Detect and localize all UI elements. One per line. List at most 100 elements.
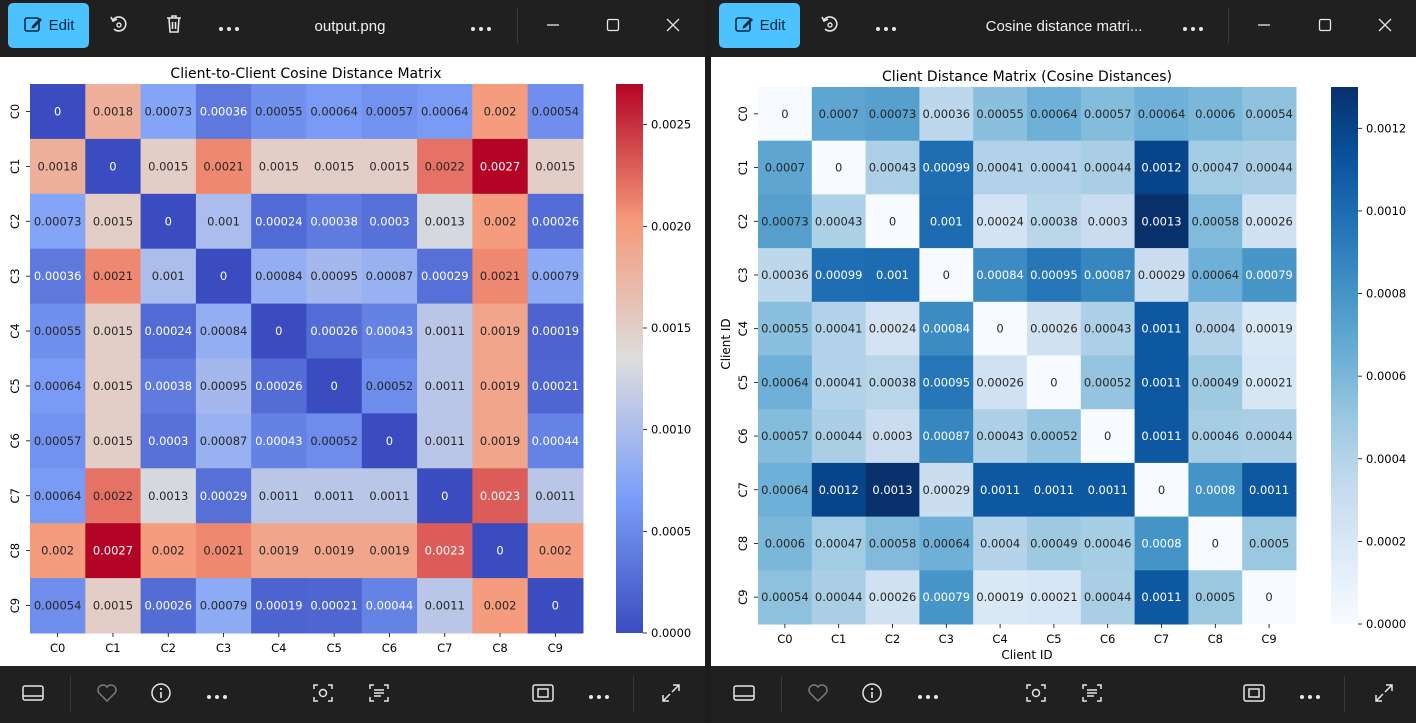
visual-search-button[interactable] [1015, 666, 1057, 723]
heatmap-cell [1242, 462, 1297, 518]
slideshow-icon [22, 684, 44, 706]
favorite-button[interactable] [797, 666, 839, 723]
x-tick-label: C1 [831, 632, 846, 646]
cell-value-label: 0.0015 [93, 599, 133, 613]
minimize-button[interactable] [1241, 0, 1287, 52]
cell-value-label: 0.00046 [1084, 536, 1132, 550]
heatmap-cell [758, 355, 813, 410]
cell-value-label: 0.00057 [366, 104, 414, 118]
heatmap-cell [140, 193, 197, 250]
favorite-button[interactable] [86, 666, 128, 723]
cell-value-label: 0.00038 [1030, 214, 1078, 228]
more-options-button[interactable] [867, 0, 905, 52]
maximize-button[interactable] [1302, 0, 1348, 52]
bottom-more-button-2[interactable] [1289, 666, 1331, 723]
cell-value-label: 0.0013 [148, 489, 188, 503]
bottom-more-button-2[interactable] [578, 666, 620, 723]
heatmap-cell [85, 358, 142, 414]
edit-button[interactable]: Edit [719, 3, 800, 48]
rotate-icon [819, 13, 841, 39]
heatmap-cell [1080, 516, 1136, 571]
delete-button[interactable] [155, 0, 193, 52]
expand-button[interactable] [1363, 666, 1405, 723]
bottom-more-button[interactable] [907, 666, 949, 723]
close-button[interactable] [1362, 0, 1408, 52]
cell-value-label: 0.00064 [761, 483, 809, 497]
cell-value-label: 0.00064 [1192, 268, 1240, 282]
x-tick-label: C3 [939, 632, 954, 646]
cell-value-label: 0.00055 [255, 104, 303, 118]
heatmap-cell [1080, 355, 1136, 410]
filmstrip-button[interactable] [12, 666, 54, 723]
heatmap-cell [1188, 87, 1243, 142]
edit-button[interactable]: Edit [8, 3, 89, 48]
heatmap-cell [919, 140, 974, 195]
cell-value-label: 0.00055 [976, 107, 1024, 121]
heatmap-cell [140, 578, 197, 634]
scan-text-button[interactable] [358, 666, 400, 723]
y-tick-label: C4 [8, 323, 22, 338]
title-more-button[interactable] [462, 0, 500, 52]
y-tick-label: C7 [736, 482, 750, 497]
cell-value-label: 0.00079 [532, 269, 580, 283]
minimize-button[interactable] [530, 0, 576, 52]
y-tick-label: C2 [8, 214, 22, 229]
heatmap-cell [251, 84, 307, 140]
heatmap-cell [919, 301, 974, 356]
title-more-button[interactable] [1174, 0, 1212, 52]
close-button[interactable] [650, 0, 696, 52]
heatmap-cell [472, 84, 529, 140]
fit-view-button[interactable] [522, 666, 564, 723]
heatmap-cell [30, 84, 86, 140]
edit-button-label: Edit [48, 17, 75, 34]
cell-value-label: 0.0006 [765, 536, 805, 550]
cell-value-label: 0.0011 [425, 324, 465, 338]
bottom-more-button[interactable] [196, 666, 238, 723]
x-tick-label: C7 [437, 641, 452, 655]
x-tick-label: C0 [777, 632, 792, 646]
cell-value-label: 0 [220, 269, 227, 283]
heatmap-cell [417, 193, 473, 250]
heatmap-cell [1027, 462, 1082, 518]
fit-view-button[interactable] [1233, 666, 1275, 723]
cell-value-label: 0.001 [152, 269, 185, 283]
heatmap-cell [361, 303, 418, 359]
cell-value-label: 0.0011 [1141, 322, 1181, 336]
heatmap-cell [1080, 194, 1136, 249]
more-icon [917, 685, 939, 704]
heatmap-cell [85, 303, 142, 359]
cell-value-label: 0.0011 [425, 379, 465, 393]
expand-button[interactable] [650, 666, 692, 723]
cell-value-label: 0.00064 [1138, 107, 1186, 121]
heatmap-cell [251, 523, 307, 579]
visual-search-button[interactable] [302, 666, 344, 723]
heatmap-cell [1027, 570, 1082, 625]
cell-value-label: 0.0006 [1195, 107, 1235, 121]
heatmap-cell [195, 193, 252, 250]
maximize-button[interactable] [590, 0, 636, 52]
cell-value-label: 0 [1050, 375, 1057, 389]
rotate-button[interactable] [811, 0, 849, 52]
cell-value-label: 0.0019 [480, 379, 520, 393]
scan-text-button[interactable] [1071, 666, 1113, 723]
heatmap-cell [195, 578, 252, 634]
x-axis-label: Client ID [1001, 648, 1052, 662]
more-options-button[interactable] [210, 0, 248, 52]
colorbar-tick-label: 0.0000 [651, 626, 691, 640]
info-button[interactable] [851, 666, 893, 723]
heatmap-cell [973, 570, 1028, 625]
rotate-button[interactable] [100, 0, 138, 52]
favorite-icon [96, 683, 118, 707]
cell-value-label: 0.00038 [310, 214, 358, 228]
window-title: output.png [290, 0, 410, 52]
heatmap-cell [472, 468, 529, 524]
colorbar-tick-label: 0.0000 [1366, 617, 1406, 631]
cell-value-label: 0.00024 [869, 322, 917, 336]
heatmap-cell [919, 355, 974, 410]
heatmap-cell [30, 468, 86, 524]
heatmap-cell [85, 138, 142, 195]
cell-value-label: 0.00064 [421, 104, 469, 118]
filmstrip-button[interactable] [723, 666, 765, 723]
info-button[interactable] [140, 666, 182, 723]
heatmap-cell [758, 87, 813, 142]
